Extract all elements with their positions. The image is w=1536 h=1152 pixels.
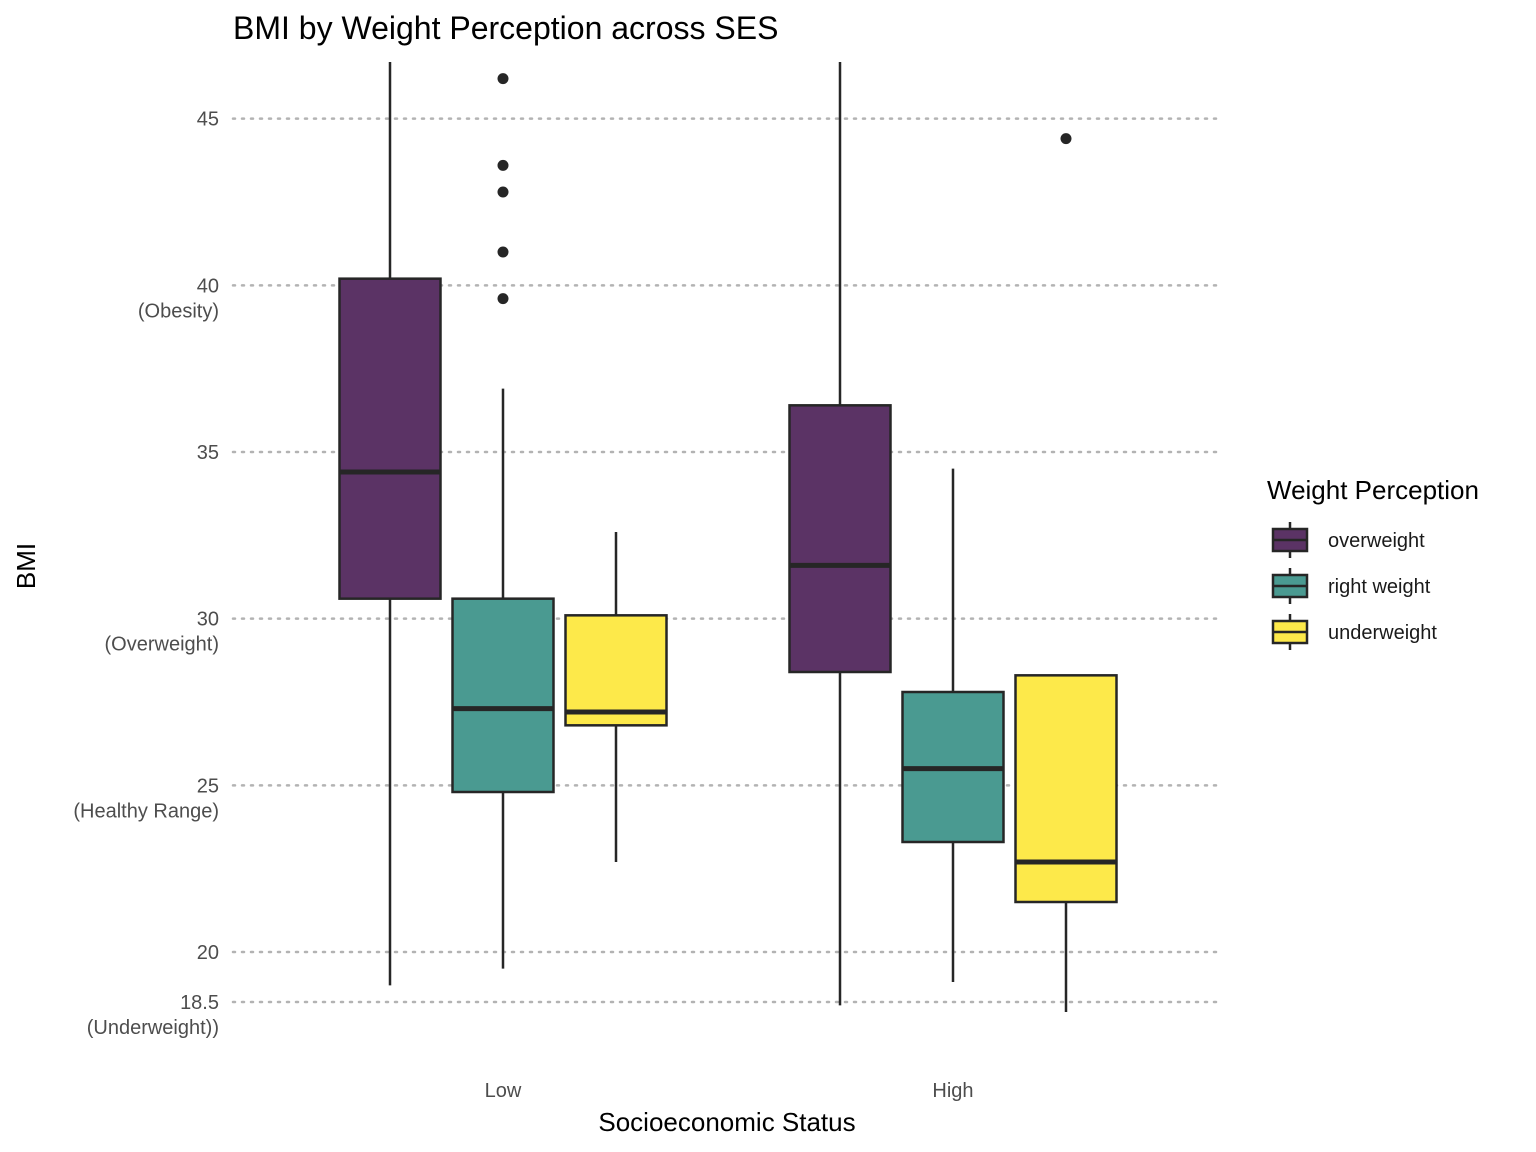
x-axis-ticks: Low High — [485, 1080, 974, 1102]
box-iqr — [338, 277, 442, 600]
legend: Weight Perception overweight right weight… — [1267, 475, 1479, 650]
y-tick-label: 30 (Overweight) — [105, 609, 219, 656]
legend-label: right weight — [1328, 576, 1431, 598]
chart-title: BMI by Weight Perception across SES — [233, 10, 778, 46]
y-axis-ticks: 45 40 (Obesity) 35 30 (Overweight) 25 (Healthy … — [73, 109, 219, 1039]
y-tick-label: 18.5 (Underweight)) — [87, 992, 219, 1039]
legend-label: overweight — [1328, 530, 1425, 552]
y-tick-label: 20 — [197, 942, 219, 964]
box-overweight-low — [338, 62, 442, 986]
outlier-point — [497, 293, 509, 305]
y-tick-line: 20 — [197, 942, 219, 964]
box-iqr — [451, 597, 555, 794]
y-tick-label: 40 (Obesity) — [138, 275, 219, 322]
x-tick-label: High — [932, 1080, 973, 1102]
outlier-point — [497, 186, 509, 198]
y-tick-line: 18.5 — [180, 992, 219, 1014]
box-underweight-low — [564, 532, 668, 862]
box-overweight-high — [788, 62, 892, 1006]
y-tick-line: 25 — [197, 775, 219, 797]
box-iqr — [1014, 674, 1118, 904]
legend-entry-underweight: underweight — [1271, 614, 1437, 650]
y-tick-line: (Healthy Range) — [73, 800, 219, 822]
y-tick-label: 45 — [197, 109, 219, 131]
y-axis-title: BMI — [11, 543, 41, 589]
outlier-point — [497, 246, 509, 258]
y-tick-line: 35 — [197, 442, 219, 464]
box-iqr — [788, 404, 892, 674]
y-tick-label: 35 — [197, 442, 219, 464]
x-axis-title: Socioeconomic Status — [598, 1107, 855, 1137]
y-tick-line: 30 — [197, 609, 219, 631]
legend-title: Weight Perception — [1267, 475, 1479, 505]
legend-entries: overweight right weight underweight — [1271, 522, 1437, 650]
y-tick-line: 40 — [197, 275, 219, 297]
box-underweight-high — [1014, 133, 1118, 1012]
y-tick-line: (Overweight) — [105, 634, 219, 656]
y-tick-label: 25 (Healthy Range) — [73, 775, 219, 822]
outlier-point — [1060, 133, 1072, 145]
y-tick-line: (Obesity) — [138, 300, 219, 322]
legend-label: underweight — [1328, 622, 1437, 644]
legend-entry-right-weight: right weight — [1271, 568, 1431, 604]
outlier-point — [497, 73, 509, 85]
y-tick-line: 45 — [197, 109, 219, 131]
box-right-weight-high — [901, 468, 1005, 982]
x-tick-label: Low — [485, 1080, 522, 1102]
y-tick-line: (Underweight)) — [87, 1017, 219, 1039]
legend-entry-overweight: overweight — [1271, 522, 1425, 558]
box-iqr — [564, 614, 668, 727]
box-right-weight-low — [451, 73, 555, 969]
outlier-point — [497, 159, 509, 171]
boxplots — [338, 62, 1118, 1012]
